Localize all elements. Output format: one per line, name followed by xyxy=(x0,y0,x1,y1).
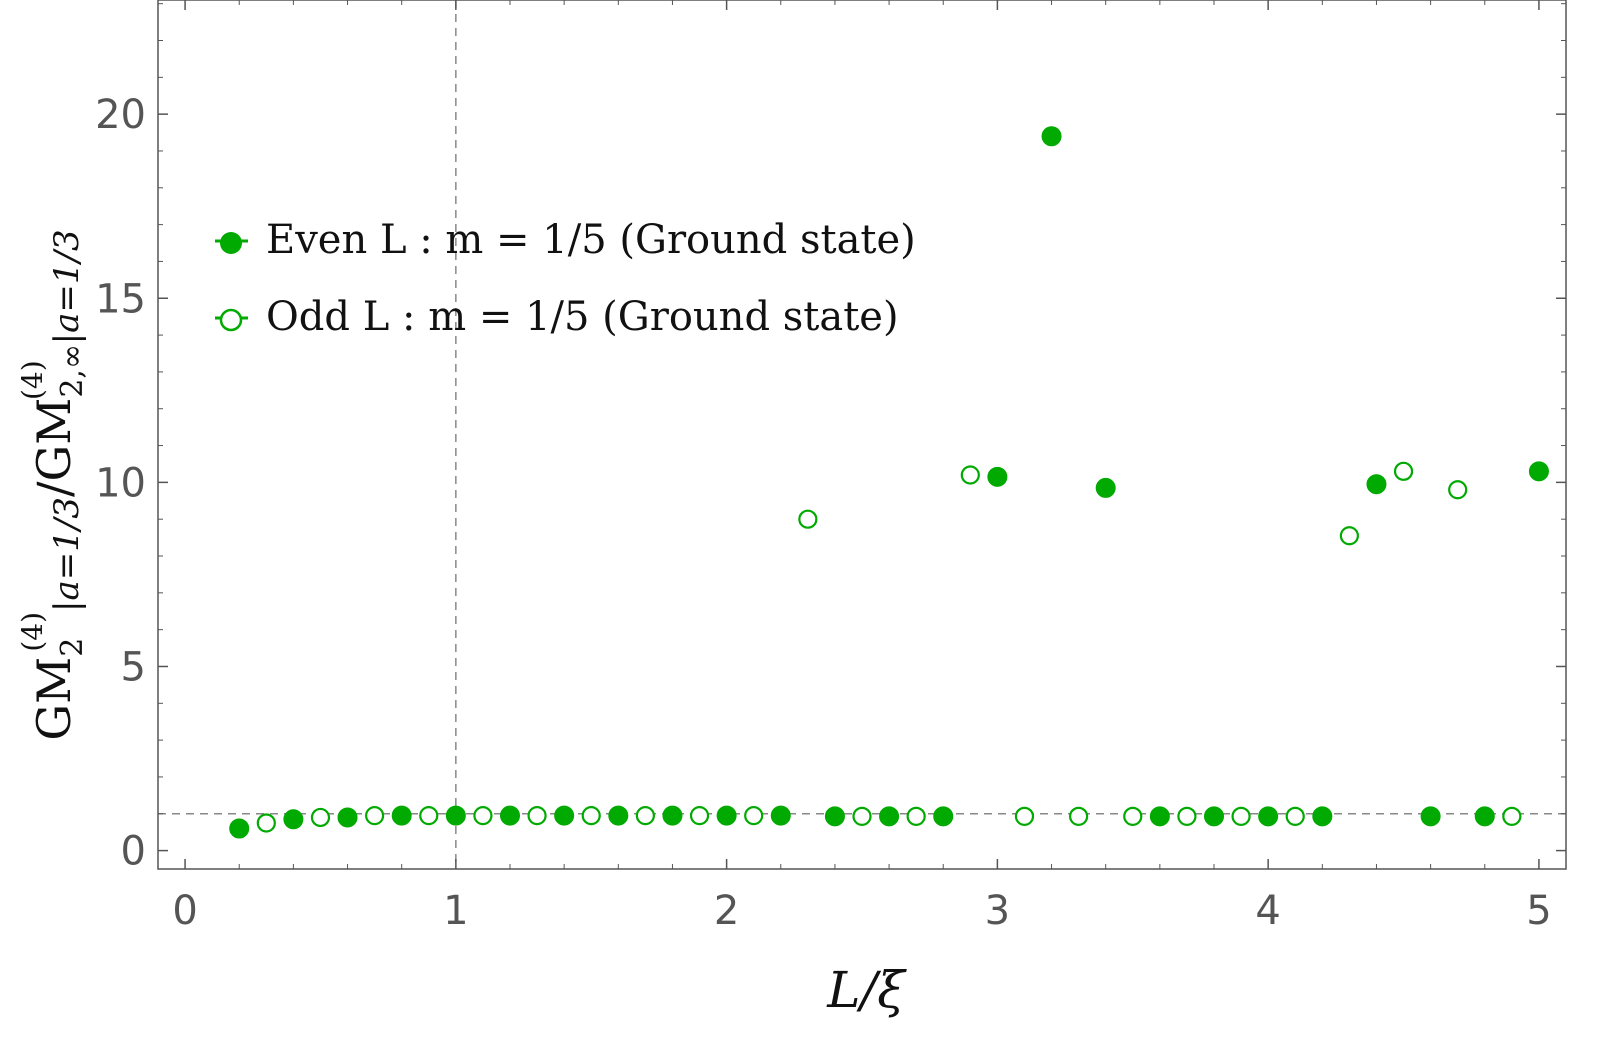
even-data-point xyxy=(1258,806,1279,827)
even-data-point xyxy=(1420,806,1441,827)
legend: Even L : m = 1/5 (Ground state) Odd L : … xyxy=(215,217,916,340)
odd-data-point xyxy=(256,813,276,833)
even-data-point xyxy=(1312,806,1333,827)
x-axis-label: L/ξ xyxy=(826,961,907,1019)
y-tick-label: 0 xyxy=(121,829,146,875)
legend-even-marker xyxy=(220,232,242,254)
y-label-slash: /GM xyxy=(27,398,81,497)
odd-data-point xyxy=(581,806,601,826)
y-tick-label: 5 xyxy=(121,644,146,690)
odd-data-point xyxy=(960,465,980,485)
odd-data-point xyxy=(1177,806,1197,826)
odd-data-point xyxy=(1123,806,1143,826)
odd-data-point xyxy=(1393,461,1414,481)
odd-data-point xyxy=(527,806,547,826)
x-axis-ticks: 0 1 2 3 4 5 xyxy=(172,0,1552,934)
even-data-point xyxy=(1095,477,1116,498)
y-tick-label: 10 xyxy=(95,460,146,506)
plot-frame xyxy=(157,0,1567,870)
even-data-point xyxy=(1149,806,1170,827)
even-data-point xyxy=(391,805,412,826)
y-label-cond2: |a=1/3 xyxy=(47,229,87,344)
x-tick-label: 5 xyxy=(1526,888,1551,934)
y-axis-label: GM2(4)|a=1/3/GM2,∞(4)|a=1/3 xyxy=(16,229,90,740)
odd-data-point xyxy=(1014,806,1035,826)
x-tick-label: 4 xyxy=(1255,888,1280,934)
legend-odd-marker xyxy=(219,308,243,332)
odd-data-point xyxy=(744,806,764,826)
even-data-point xyxy=(283,809,304,830)
even-data-point xyxy=(445,805,466,826)
y-label-cond1: |a=1/3 xyxy=(47,497,87,612)
y-label-sub: 2 xyxy=(55,638,90,657)
x-tick-label: 1 xyxy=(443,888,468,934)
even-data-point xyxy=(337,807,358,828)
odd-data-point xyxy=(1339,526,1359,546)
odd-data-point xyxy=(852,806,872,826)
legend-item-odd: Odd L : m = 1/5 (Ground state) xyxy=(215,294,899,340)
odd-data-point xyxy=(1069,806,1089,826)
reference-lines xyxy=(158,0,1566,869)
odd-data-point xyxy=(365,806,385,826)
even-data-point xyxy=(987,466,1008,487)
x-tick-label: 2 xyxy=(714,888,739,934)
odd-data-point xyxy=(1285,806,1305,826)
y-label-sup: (4) xyxy=(16,612,49,652)
legend-odd-label: Odd L : m = 1/5 (Ground state) xyxy=(266,294,899,340)
odd-data-point xyxy=(419,806,439,826)
legend-even-label: Even L : m = 1/5 (Ground state) xyxy=(266,217,916,263)
data-points xyxy=(229,126,1549,839)
odd-data-point xyxy=(689,806,710,826)
even-data-point xyxy=(716,805,737,826)
y-label-sub2: 2,∞ xyxy=(55,344,90,398)
x-tick-label: 0 xyxy=(172,888,197,934)
y-label-base: GM xyxy=(27,657,81,741)
y-tick-label: 15 xyxy=(95,276,146,322)
even-data-point xyxy=(879,806,900,827)
even-data-point xyxy=(1528,461,1549,482)
odd-data-point xyxy=(1502,806,1522,826)
legend-item-even: Even L : m = 1/5 (Ground state) xyxy=(215,217,916,263)
even-data-point xyxy=(1366,474,1387,495)
y-label-sup2: (4) xyxy=(16,360,49,400)
odd-data-point xyxy=(473,806,493,826)
y-tick-label: 20 xyxy=(95,92,146,138)
even-data-point xyxy=(554,805,575,826)
even-data-point xyxy=(662,805,683,826)
y-axis-ticks: 0 5 10 15 20 xyxy=(95,3,1566,875)
even-data-point xyxy=(1041,126,1062,147)
even-data-point xyxy=(824,806,845,827)
odd-data-point xyxy=(1448,480,1468,500)
even-data-point xyxy=(229,818,250,839)
odd-data-point xyxy=(1231,806,1251,826)
even-data-point xyxy=(933,806,954,827)
odd-data-point xyxy=(635,806,655,826)
even-data-point xyxy=(770,805,791,826)
even-data-point xyxy=(500,805,520,826)
even-data-point xyxy=(1474,806,1495,827)
odd-data-point xyxy=(798,509,818,529)
even-data-point xyxy=(1204,806,1224,827)
even-data-point xyxy=(608,805,629,826)
odd-data-point xyxy=(310,807,331,828)
odd-data-point xyxy=(906,806,926,826)
x-tick-label: 3 xyxy=(985,888,1010,934)
